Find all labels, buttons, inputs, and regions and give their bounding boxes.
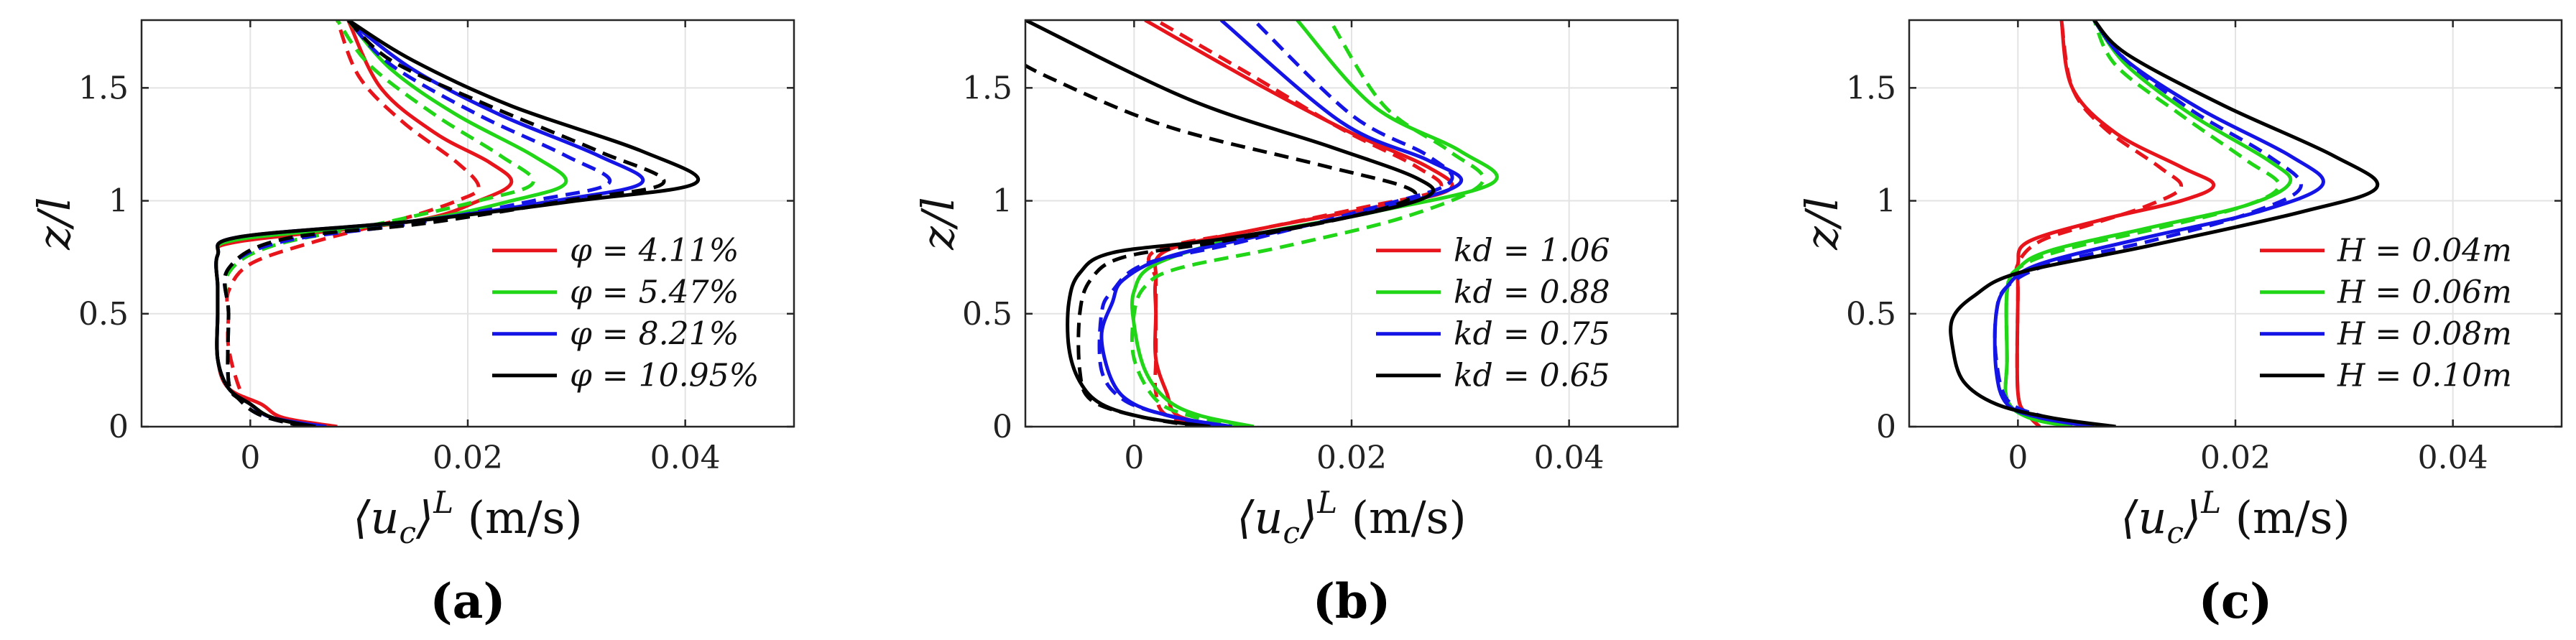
y-tick-label: 0.5 (962, 296, 1012, 333)
series-line-8-dashed (222, 20, 666, 427)
x-axis-label-sub: c (399, 515, 416, 550)
series-line-4-dashed (1130, 20, 1485, 427)
y-tick-label: 0.5 (78, 296, 129, 333)
series-group (214, 20, 700, 427)
x-tick-label: 0.04 (650, 440, 721, 476)
legend-label: H = 0.10m (2337, 358, 2512, 394)
x-tick-label: 0 (240, 440, 260, 476)
legend-label: kd = 0.75 (1454, 316, 1610, 353)
y-tick-label: 1 (1876, 183, 1896, 220)
y-axis-label: z/l (1796, 197, 1848, 250)
legend-label: φ = 8.21% (570, 316, 739, 353)
x-axis-label-bracket: ⟩ (2183, 491, 2201, 544)
x-axis-label-main: ⟨u (2120, 491, 2166, 544)
x-axis-label-bracket: ⟩ (1299, 491, 1317, 544)
series-line-6-dashed (1097, 20, 1454, 427)
x-tick-label: 0.04 (1534, 440, 1605, 476)
x-axis-label-sup: L (433, 485, 453, 520)
x-axis-label: ⟨uc⟩L (m/s) (2120, 485, 2350, 550)
x-axis-label-sup: L (2200, 485, 2221, 520)
legend-label: H = 0.04m (2337, 233, 2512, 269)
y-axis-label: z/l (28, 197, 80, 250)
chart-panel-3: 0 0.02 0.04 0 0.5 1 1.5 ⟨uc⟩L (m/s) z/l (c) H = 0.… (1796, 19, 2563, 629)
x-axis-label-main: ⟨u (1237, 491, 1283, 544)
y-axis-label: z/l (912, 197, 964, 250)
x-axis-label-bracket: ⟩ (415, 491, 433, 544)
series-line-2-dashed (2014, 20, 2183, 427)
x-axis-label-sup: L (1316, 485, 1337, 520)
legend-label: kd = 1.06 (1454, 233, 1610, 269)
x-axis-label-sub: c (1283, 515, 1300, 550)
legend-label: H = 0.08m (2337, 316, 2512, 353)
y-tick-label: 0 (1876, 409, 1896, 445)
x-tick-label: 0 (1124, 440, 1144, 476)
series-line-5-solid (1099, 20, 1464, 427)
chart-panel-2: 0 0.02 0.04 0 0.5 1 1.5 ⟨uc⟩L (m/s) z/l (b) kd = 1… (912, 19, 1679, 629)
legend: kd = 1.06 kd = 0.88 kd = 0.75 kd = 0.65 (1376, 233, 1610, 394)
y-tick-label: 0 (109, 409, 129, 445)
series-line-8-dashed (1025, 63, 1418, 427)
x-axis-label: ⟨uc⟩L (m/s) (353, 485, 582, 550)
series-line-5-solid (1993, 20, 2325, 427)
x-tick-label: 0 (2008, 440, 2028, 476)
x-tick-label: 0.02 (1316, 440, 1387, 476)
panel-label: (c) (2199, 573, 2273, 629)
y-tick-label: 0.5 (1846, 296, 1896, 333)
series-line-1-solid (1144, 20, 1454, 427)
x-axis-label-unit: (m/s) (2221, 491, 2350, 544)
y-tick-label: 1 (992, 183, 1012, 220)
y-tick-label: 1.5 (1846, 70, 1896, 106)
legend-label: φ = 4.11% (570, 233, 739, 269)
y-tick-label: 1.5 (962, 70, 1012, 106)
x-tick-label: 0.04 (2418, 440, 2488, 476)
y-tick-label: 1.5 (78, 70, 129, 106)
x-axis-label-sub: c (2166, 515, 2184, 550)
legend-label: kd = 0.65 (1454, 358, 1610, 394)
legend-label: H = 0.06m (2337, 274, 2512, 311)
series-line-7-solid (1025, 20, 1436, 427)
x-axis-label: ⟨uc⟩L (m/s) (1237, 485, 1466, 550)
chart-panel-1: 0 0.02 0.04 0 0.5 1 1.5 ⟨uc⟩L (m/s) z/l (a) φ = 4.… (28, 19, 795, 629)
series-line-6-dashed (1993, 20, 2303, 427)
series-line-7-solid (1949, 20, 2380, 427)
series-line-4-dashed (2003, 20, 2281, 427)
y-tick-label: 1 (109, 183, 129, 220)
series-line-7-solid (214, 20, 700, 427)
series-line-2-dashed (1147, 20, 1444, 427)
legend: H = 0.04m H = 0.06m H = 0.08m H = 0.10m (2260, 233, 2512, 394)
series-group (1949, 20, 2380, 427)
legend-label: kd = 0.88 (1454, 274, 1610, 311)
x-axis-label-unit: (m/s) (453, 491, 583, 544)
legend-label: φ = 10.95% (570, 358, 759, 394)
series-line-2-dashed (225, 20, 481, 427)
panel-label: (b) (1313, 573, 1391, 629)
x-tick-label: 0.02 (433, 440, 503, 476)
x-axis-label-main: ⟨u (353, 491, 399, 544)
panel-label: (a) (430, 573, 505, 629)
x-axis-label-unit: (m/s) (1337, 491, 1467, 544)
x-tick-label: 0.02 (2200, 440, 2271, 476)
legend-label: φ = 5.47% (570, 274, 739, 311)
legend: φ = 4.11% φ = 5.47% φ = 8.21% φ = 10.95% (492, 233, 759, 394)
series-group (1025, 20, 1499, 427)
y-tick-label: 0 (992, 409, 1012, 445)
